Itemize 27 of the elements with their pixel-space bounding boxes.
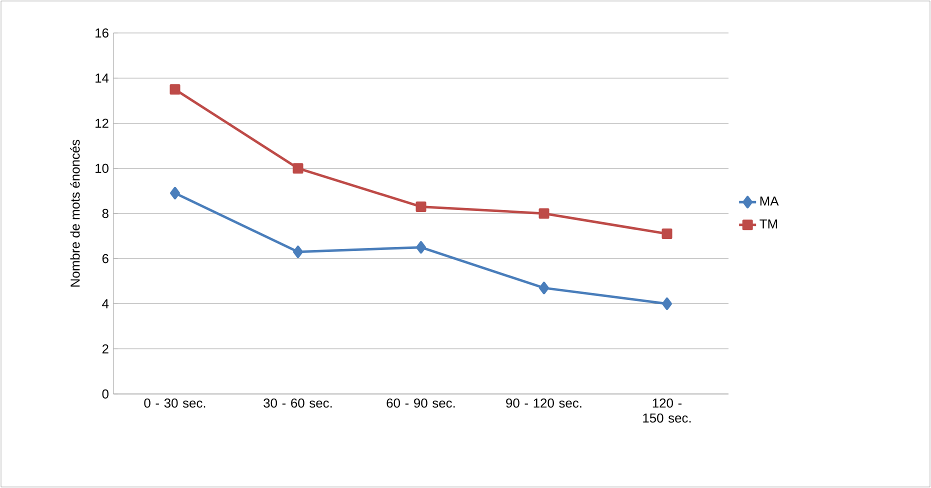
point — [538, 208, 550, 219]
point — [292, 163, 304, 174]
y-tick-label: 4 — [102, 299, 109, 308]
y-tick-label: 12 — [96, 118, 108, 128]
point — [662, 297, 672, 310]
x-tick-label: 60 - 90 sec. — [386, 398, 455, 408]
y-axis-title: Nombre de mots énoncés — [70, 140, 80, 287]
y-tick-label: 6 — [102, 254, 108, 264]
x-tick-label: 30 - 60 sec. — [264, 398, 332, 408]
point — [416, 201, 426, 212]
point — [416, 241, 426, 254]
y-tick-label: 0 — [102, 389, 108, 399]
point — [539, 282, 550, 294]
legend-label: TM — [760, 219, 777, 228]
point — [170, 186, 180, 200]
y-tick-label: 10 — [96, 164, 108, 173]
point — [293, 246, 304, 258]
y-tick-label: 8 — [102, 208, 108, 218]
y-tick-label: 16 — [96, 28, 108, 38]
point — [662, 228, 672, 240]
y-tick-label: 14 — [96, 74, 109, 83]
legend-label: MA — [760, 196, 779, 206]
y-tick-label: 2 — [102, 344, 108, 354]
x-tick-label: 120 - 150 sec. — [643, 398, 691, 423]
x-tick-label: 0 - 30 sec. — [144, 398, 206, 408]
x-tick-label: 90 - 120 sec. — [506, 398, 582, 408]
point — [170, 84, 180, 95]
